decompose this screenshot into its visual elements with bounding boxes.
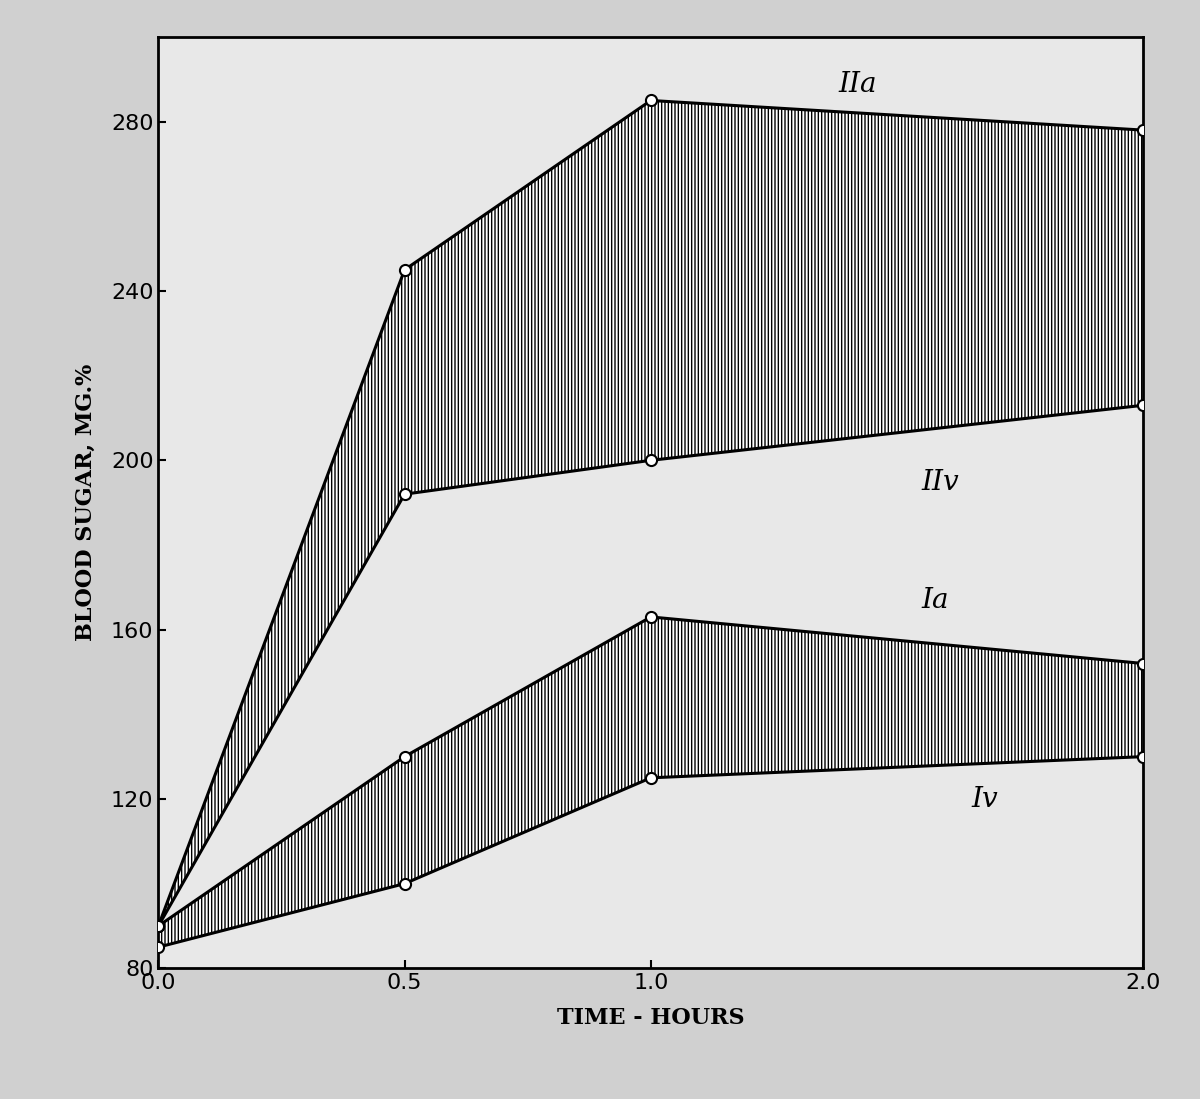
X-axis label: TIME - HOURS: TIME - HOURS bbox=[557, 1007, 745, 1029]
Text: Ia: Ia bbox=[922, 588, 949, 614]
Y-axis label: BLOOD SUGAR, MG.%: BLOOD SUGAR, MG.% bbox=[74, 364, 97, 641]
Text: IIv: IIv bbox=[922, 469, 959, 496]
Text: Iv: Iv bbox=[971, 787, 997, 813]
Text: IIa: IIa bbox=[838, 71, 876, 98]
